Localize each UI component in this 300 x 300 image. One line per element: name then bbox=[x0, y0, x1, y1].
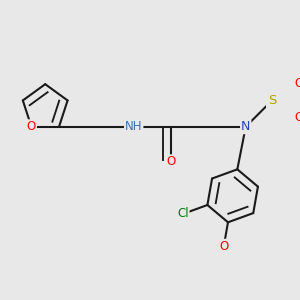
Text: NH: NH bbox=[125, 120, 142, 133]
Text: Cl: Cl bbox=[177, 207, 189, 220]
Text: O: O bbox=[27, 120, 36, 133]
Text: O: O bbox=[219, 240, 228, 253]
Text: O: O bbox=[294, 77, 300, 90]
Text: O: O bbox=[167, 155, 176, 168]
Text: N: N bbox=[241, 120, 250, 133]
Text: S: S bbox=[268, 94, 276, 107]
Text: O: O bbox=[294, 111, 300, 124]
